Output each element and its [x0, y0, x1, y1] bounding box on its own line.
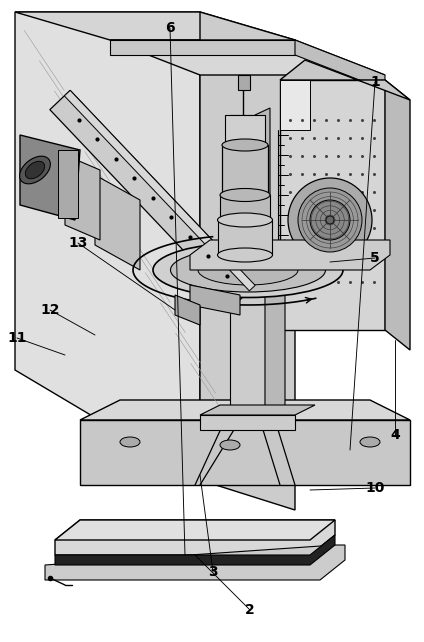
Ellipse shape	[218, 213, 273, 227]
Polygon shape	[58, 150, 78, 218]
Text: 11: 11	[7, 331, 27, 345]
Polygon shape	[80, 420, 410, 485]
Polygon shape	[175, 295, 200, 325]
Polygon shape	[280, 60, 410, 100]
Ellipse shape	[153, 243, 343, 297]
Polygon shape	[15, 12, 295, 40]
Polygon shape	[65, 155, 100, 240]
Text: 2: 2	[245, 603, 255, 617]
Polygon shape	[55, 535, 335, 565]
Text: 10: 10	[365, 481, 385, 495]
Polygon shape	[220, 195, 270, 220]
Polygon shape	[200, 415, 295, 430]
Text: 6: 6	[165, 21, 175, 35]
Polygon shape	[280, 80, 310, 130]
Polygon shape	[200, 405, 315, 415]
Polygon shape	[230, 250, 265, 420]
Ellipse shape	[170, 248, 326, 292]
Polygon shape	[50, 91, 255, 305]
Ellipse shape	[25, 161, 45, 178]
Ellipse shape	[220, 189, 270, 202]
Text: 12: 12	[40, 303, 60, 317]
Text: 5: 5	[370, 251, 380, 265]
Circle shape	[298, 188, 362, 252]
Ellipse shape	[360, 437, 380, 447]
Ellipse shape	[120, 437, 140, 447]
Polygon shape	[222, 145, 268, 195]
Polygon shape	[190, 240, 390, 270]
Polygon shape	[55, 520, 335, 540]
Polygon shape	[225, 115, 265, 145]
Polygon shape	[55, 520, 335, 555]
Text: 1: 1	[370, 75, 380, 89]
Polygon shape	[15, 12, 200, 480]
Polygon shape	[64, 91, 255, 291]
Polygon shape	[200, 12, 295, 510]
Text: 3: 3	[208, 565, 218, 579]
Polygon shape	[218, 220, 272, 255]
Polygon shape	[295, 40, 385, 90]
Polygon shape	[190, 285, 240, 315]
Polygon shape	[255, 108, 270, 255]
Text: 4: 4	[390, 428, 400, 442]
Ellipse shape	[222, 139, 268, 151]
Polygon shape	[80, 400, 410, 420]
Circle shape	[310, 200, 350, 240]
Circle shape	[326, 216, 334, 224]
Ellipse shape	[220, 440, 240, 450]
Polygon shape	[265, 240, 285, 420]
Ellipse shape	[20, 156, 50, 184]
Polygon shape	[110, 40, 385, 75]
Ellipse shape	[198, 255, 298, 285]
Polygon shape	[238, 75, 250, 90]
Polygon shape	[230, 115, 255, 255]
Polygon shape	[20, 135, 80, 220]
Polygon shape	[95, 175, 140, 270]
Circle shape	[288, 178, 372, 262]
Polygon shape	[110, 40, 295, 55]
Polygon shape	[385, 80, 410, 350]
Ellipse shape	[218, 248, 273, 262]
Polygon shape	[280, 80, 385, 330]
Polygon shape	[45, 545, 345, 580]
Text: 13: 13	[68, 236, 88, 250]
